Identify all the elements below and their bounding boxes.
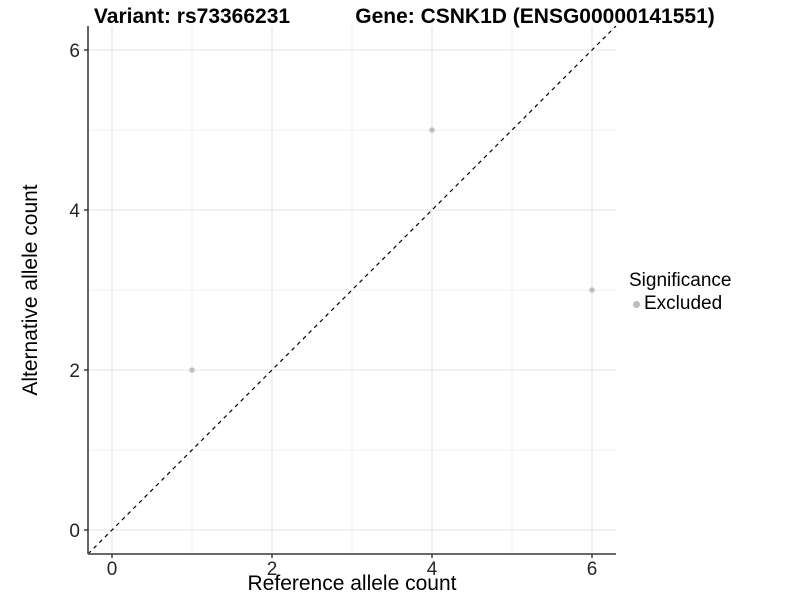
y-tick-label: 2 (69, 361, 80, 382)
legend-title: Significance (629, 270, 732, 291)
y-tick-label: 6 (69, 41, 80, 62)
y-tick-label: 4 (69, 201, 80, 222)
legend: Significance Excluded (629, 270, 731, 315)
y-tick-label: 0 (69, 521, 80, 542)
x-tick-label: 0 (107, 559, 118, 580)
data-point (589, 287, 595, 293)
legend-item-excluded: Excluded (633, 293, 731, 315)
y-axis-title: Alternative allele count (19, 184, 42, 396)
data-point (429, 127, 435, 133)
data-point (189, 367, 195, 373)
plot-title-variant: Variant: rs73366231 (93, 5, 291, 28)
plot-title-gene: Gene: CSNK1D (ENSG00000141551) (355, 5, 715, 28)
x-tick-label: 2 (267, 559, 278, 580)
x-tick-label: 6 (587, 559, 598, 580)
excluded-point-icon (633, 300, 640, 308)
x-tick-label: 4 (427, 559, 438, 580)
x-axis-title: Reference allele count (247, 572, 457, 595)
legend-item-label: Excluded (644, 293, 723, 314)
